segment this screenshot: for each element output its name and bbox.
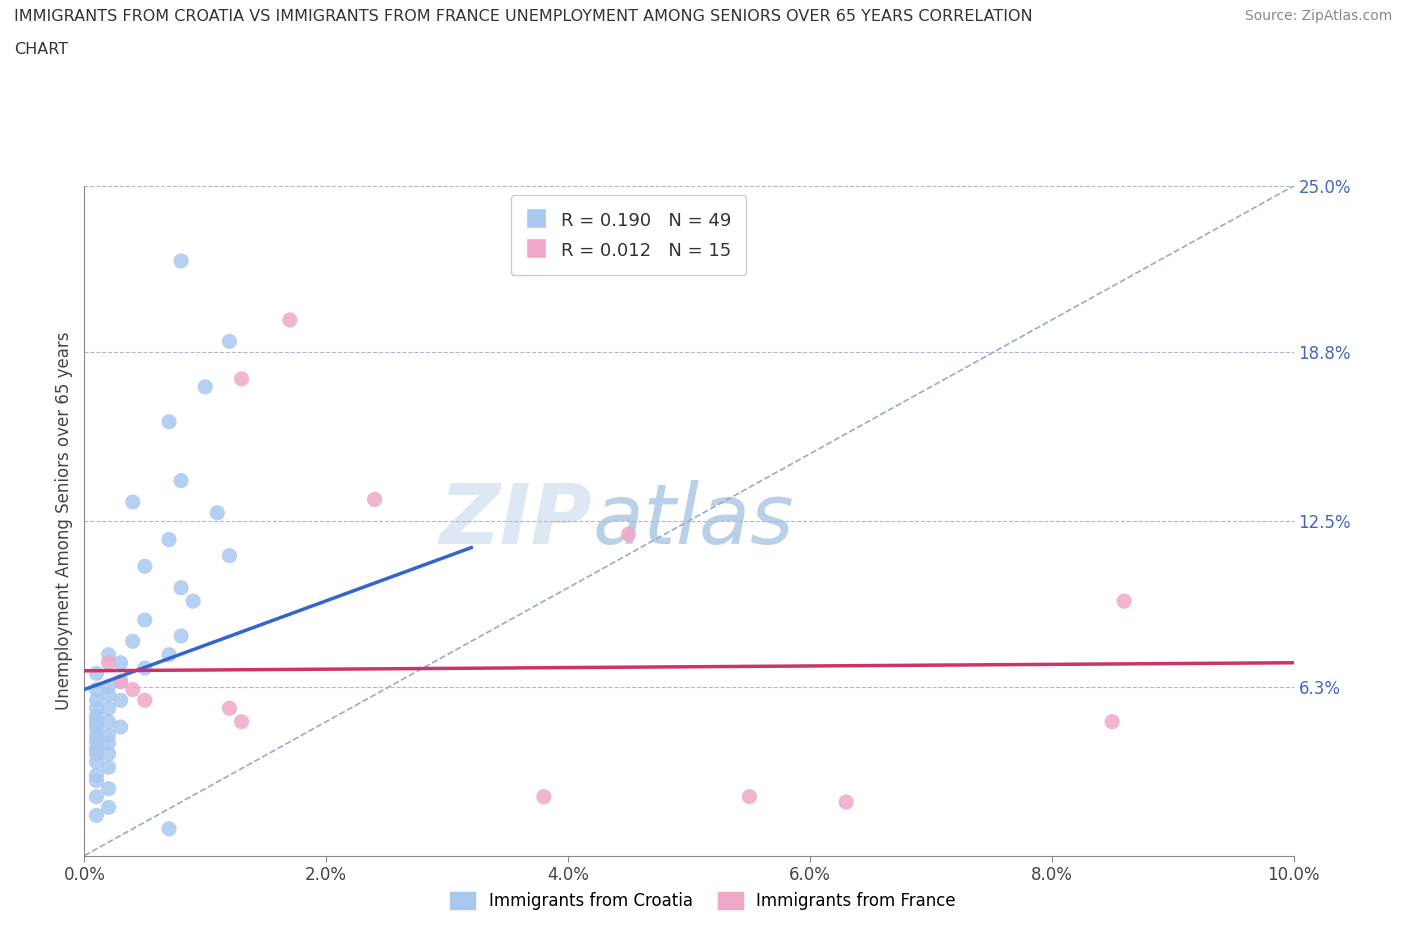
Point — [157, 414, 180, 429]
Point — [97, 747, 120, 762]
Point — [86, 773, 108, 788]
Text: IMMIGRANTS FROM CROATIA VS IMMIGRANTS FROM FRANCE UNEMPLOYMENT AMONG SENIORS OVE: IMMIGRANTS FROM CROATIA VS IMMIGRANTS FR… — [14, 9, 1032, 24]
Point — [86, 709, 108, 724]
Point — [218, 548, 240, 563]
Point — [533, 790, 555, 804]
Point — [170, 473, 193, 488]
Point — [157, 647, 180, 662]
Point — [134, 559, 156, 574]
Point — [218, 334, 240, 349]
Point — [738, 790, 761, 804]
Point — [835, 794, 858, 809]
Point — [170, 580, 193, 595]
Text: CHART: CHART — [14, 42, 67, 57]
Point — [157, 532, 180, 547]
Point — [363, 492, 385, 507]
Point — [170, 629, 193, 644]
Point — [97, 687, 120, 702]
Point — [86, 714, 108, 729]
Point — [181, 593, 204, 608]
Point — [231, 371, 253, 386]
Point — [121, 495, 143, 510]
Point — [97, 647, 120, 662]
Point — [86, 720, 108, 735]
Point — [1114, 593, 1136, 608]
Point — [97, 727, 120, 742]
Point — [134, 660, 156, 675]
Point — [110, 674, 132, 689]
Point — [134, 613, 156, 628]
Point — [86, 808, 108, 823]
Point — [231, 714, 253, 729]
Legend: R = 0.190   N = 49, R = 0.012   N = 15: R = 0.190 N = 49, R = 0.012 N = 15 — [510, 195, 747, 274]
Point — [97, 656, 120, 671]
Point — [194, 379, 217, 394]
Point — [134, 693, 156, 708]
Point — [86, 768, 108, 783]
Y-axis label: Unemployment Among Seniors over 65 years: Unemployment Among Seniors over 65 years — [55, 332, 73, 710]
Point — [86, 682, 108, 697]
Point — [97, 736, 120, 751]
Point — [170, 254, 193, 269]
Point — [86, 790, 108, 804]
Point — [86, 701, 108, 716]
Point — [86, 754, 108, 769]
Point — [97, 781, 120, 796]
Point — [86, 727, 108, 742]
Point — [218, 701, 240, 716]
Point — [97, 800, 120, 815]
Point — [121, 682, 143, 697]
Point — [207, 505, 229, 520]
Point — [86, 693, 108, 708]
Point — [97, 714, 120, 729]
Point — [110, 656, 132, 671]
Point — [1101, 714, 1123, 729]
Point — [86, 741, 108, 756]
Point — [121, 634, 143, 649]
Point — [110, 674, 132, 689]
Point — [97, 701, 120, 716]
Point — [97, 760, 120, 775]
Text: Source: ZipAtlas.com: Source: ZipAtlas.com — [1244, 9, 1392, 23]
Point — [157, 821, 180, 836]
Point — [97, 680, 120, 695]
Text: atlas: atlas — [592, 480, 794, 562]
Point — [86, 747, 108, 762]
Point — [110, 693, 132, 708]
Legend: Immigrants from Croatia, Immigrants from France: Immigrants from Croatia, Immigrants from… — [444, 885, 962, 917]
Point — [86, 733, 108, 748]
Point — [617, 526, 640, 541]
Point — [110, 720, 132, 735]
Point — [86, 666, 108, 681]
Text: ZIP: ZIP — [440, 480, 592, 562]
Point — [278, 312, 301, 327]
